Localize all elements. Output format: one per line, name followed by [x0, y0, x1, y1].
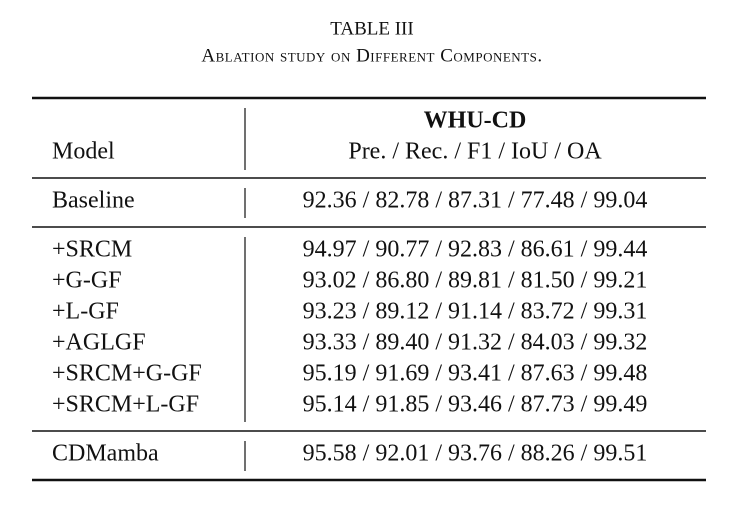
table-title: TABLE III: [330, 18, 413, 39]
metric-values: 93.33 / 89.40 / 91.32 / 84.03 / 99.32: [303, 330, 648, 356]
model-name: +SRCM+G-GF: [52, 361, 202, 387]
metric-values: 93.02 / 86.80 / 89.81 / 81.50 / 99.21: [303, 268, 648, 294]
model-name: Baseline: [52, 188, 135, 214]
model-header: Model: [52, 139, 115, 165]
model-name: +G-GF: [52, 268, 122, 294]
metric-values: 92.36 / 82.78 / 87.31 / 77.48 / 99.04: [303, 188, 648, 214]
metric-values: 95.19 / 91.69 / 93.41 / 87.63 / 99.48: [303, 361, 648, 387]
metric-values: 94.97 / 90.77 / 92.83 / 86.61 / 99.44: [303, 237, 648, 263]
metric-values: 93.23 / 89.12 / 91.14 / 83.72 / 99.31: [303, 299, 648, 325]
model-name: +SRCM+L-GF: [52, 392, 199, 418]
metrics-header: Pre. / Rec. / F1 / IoU / OA: [348, 139, 602, 165]
metric-values: 95.14 / 91.85 / 93.46 / 87.73 / 99.49: [303, 392, 648, 418]
model-name: +L-GF: [52, 299, 119, 325]
model-name: +AGLGF: [52, 330, 146, 356]
metric-values: 95.58 / 92.01 / 93.76 / 88.26 / 99.51: [303, 441, 648, 467]
model-name: CDMamba: [52, 441, 159, 467]
table-caption: Ablation study on Different Components.: [201, 45, 542, 66]
dataset-header: WHU-CD: [424, 108, 527, 134]
model-name: +SRCM: [52, 237, 132, 263]
